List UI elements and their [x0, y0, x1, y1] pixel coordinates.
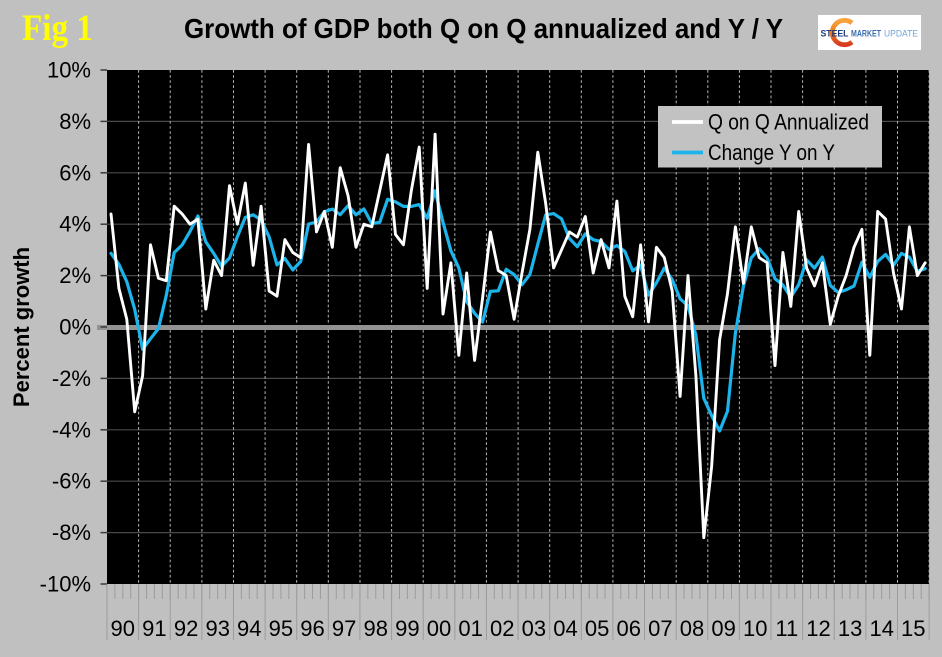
svg-text:Growth of GDP both Q on Q annu: Growth of GDP both Q on Q annualized and… — [184, 13, 783, 44]
svg-text:Change Y on Y: Change Y on Y — [708, 140, 835, 165]
svg-text:97: 97 — [332, 616, 356, 641]
svg-text:03: 03 — [522, 616, 546, 641]
svg-text:95: 95 — [269, 616, 293, 641]
svg-text:8%: 8% — [59, 109, 91, 134]
svg-text:-10%: -10% — [40, 572, 91, 597]
svg-text:09: 09 — [711, 616, 735, 641]
svg-text:4%: 4% — [59, 212, 91, 237]
svg-text:04: 04 — [553, 616, 577, 641]
svg-text:05: 05 — [585, 616, 609, 641]
svg-text:-2%: -2% — [52, 366, 91, 391]
svg-text:91: 91 — [142, 616, 166, 641]
svg-text:02: 02 — [490, 616, 514, 641]
svg-text:Fig 1: Fig 1 — [22, 8, 93, 49]
svg-text:Percent growth: Percent growth — [9, 247, 34, 407]
svg-text:99: 99 — [395, 616, 419, 641]
svg-text:2%: 2% — [59, 263, 91, 288]
svg-text:-4%: -4% — [52, 417, 91, 442]
svg-text:-8%: -8% — [52, 520, 91, 545]
svg-text:MARKET: MARKET — [851, 28, 881, 38]
svg-text:UPDATE: UPDATE — [884, 28, 918, 38]
svg-text:15: 15 — [901, 616, 925, 641]
svg-text:94: 94 — [237, 616, 261, 641]
svg-text:10: 10 — [743, 616, 767, 641]
svg-text:13: 13 — [838, 616, 862, 641]
svg-text:12: 12 — [806, 616, 830, 641]
svg-text:00: 00 — [427, 616, 451, 641]
svg-text:10%: 10% — [47, 58, 91, 83]
svg-text:01: 01 — [458, 616, 482, 641]
svg-text:11: 11 — [775, 616, 798, 641]
svg-text:06: 06 — [616, 616, 640, 641]
svg-text:08: 08 — [680, 616, 704, 641]
svg-text:-6%: -6% — [52, 469, 91, 494]
svg-text:07: 07 — [648, 616, 672, 641]
svg-text:98: 98 — [364, 616, 388, 641]
svg-text:90: 90 — [111, 616, 135, 641]
svg-text:93: 93 — [205, 616, 229, 641]
svg-text:0%: 0% — [59, 315, 91, 340]
svg-text:STEEL: STEEL — [821, 28, 849, 38]
svg-text:96: 96 — [300, 616, 324, 641]
svg-text:Q on Q Annualized: Q on Q Annualized — [708, 110, 869, 135]
svg-text:92: 92 — [174, 616, 198, 641]
svg-text:14: 14 — [869, 616, 893, 641]
svg-text:6%: 6% — [59, 160, 91, 185]
